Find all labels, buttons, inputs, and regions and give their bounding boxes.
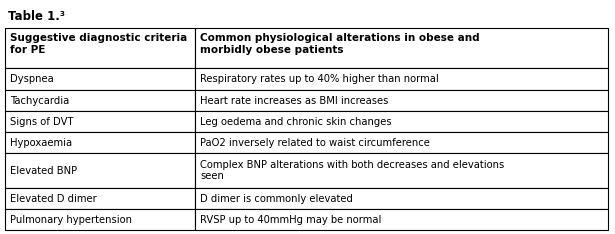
Bar <box>5 188 195 209</box>
Bar <box>195 188 608 209</box>
Bar <box>195 209 608 230</box>
Bar <box>5 91 195 111</box>
Bar <box>195 132 608 153</box>
Text: Dyspnea: Dyspnea <box>10 74 54 84</box>
Bar <box>195 28 608 68</box>
Text: Leg oedema and chronic skin changes: Leg oedema and chronic skin changes <box>200 117 392 127</box>
Bar <box>5 132 195 153</box>
Bar <box>5 68 195 91</box>
Text: Respiratory rates up to 40% higher than normal: Respiratory rates up to 40% higher than … <box>200 74 438 84</box>
Bar <box>5 153 195 188</box>
Text: PaO2 inversely related to waist circumference: PaO2 inversely related to waist circumfe… <box>200 138 430 147</box>
Bar <box>195 111 608 132</box>
Text: D dimer is commonly elevated: D dimer is commonly elevated <box>200 194 353 204</box>
Text: RVSP up to 40mmHg may be normal: RVSP up to 40mmHg may be normal <box>200 215 381 225</box>
Bar <box>195 153 608 188</box>
Text: Suggestive diagnostic criteria
for PE: Suggestive diagnostic criteria for PE <box>10 33 187 55</box>
Bar <box>5 28 195 68</box>
Text: Complex BNP alterations with both decreases and elevations
seen: Complex BNP alterations with both decrea… <box>200 160 504 181</box>
Text: Common physiological alterations in obese and
morbidly obese patients: Common physiological alterations in obes… <box>200 33 480 55</box>
Bar <box>5 209 195 230</box>
Text: Hypoxaemia: Hypoxaemia <box>10 138 72 147</box>
Text: Heart rate increases as BMI increases: Heart rate increases as BMI increases <box>200 96 388 106</box>
Text: Table 1.³: Table 1.³ <box>8 10 65 23</box>
Text: Elevated BNP: Elevated BNP <box>10 166 77 176</box>
Bar <box>195 68 608 91</box>
Text: Tachycardia: Tachycardia <box>10 96 69 106</box>
Text: Pulmonary hypertension: Pulmonary hypertension <box>10 215 132 225</box>
Text: Signs of DVT: Signs of DVT <box>10 117 74 127</box>
Bar <box>5 111 195 132</box>
Text: Elevated D dimer: Elevated D dimer <box>10 194 97 204</box>
Bar <box>195 91 608 111</box>
